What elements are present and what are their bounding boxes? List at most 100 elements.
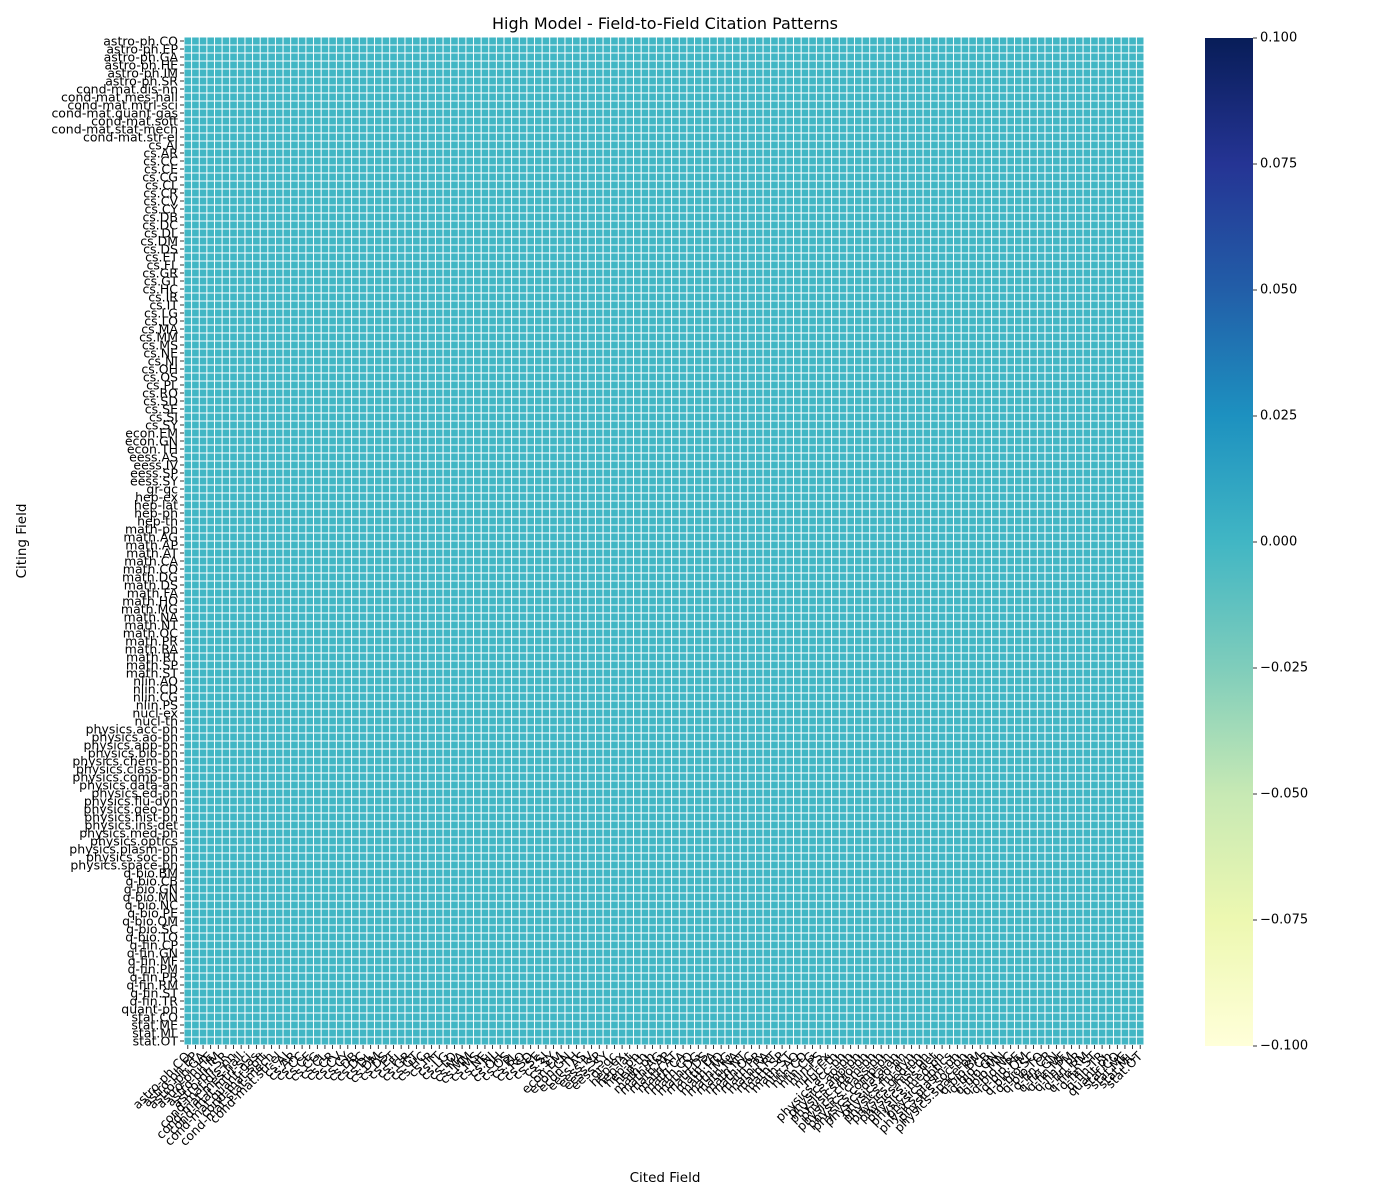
colorbar-tick-label: 0.100 [1260,31,1297,46]
column-labels: astro-ph.COastro-ph.EPastro-ph.GAastro-p… [129,1045,1146,1149]
row-label: quant-ph [121,1002,178,1017]
row-label: econ.TH [127,442,178,457]
row-label: cs.DC [142,218,178,233]
row-label: nucl-ex [132,706,178,721]
row-label: q-fin.MF [128,954,178,969]
row-label: cs.NI [148,354,178,369]
row-label: cs.CL [145,178,178,193]
row-label: math.AT [126,546,178,561]
row-label: math.OC [123,626,178,641]
row-label: econ.EM [125,426,178,441]
row-label: nlin.PS [136,698,178,713]
row-label: cs.CG [142,170,178,185]
row-label: cond-mat.dis-nn [76,82,178,97]
row-labels: astro-ph.COastro-ph.EPastro-ph.GAastro-p… [51,34,184,1049]
row-label: astro-ph.IM [107,66,178,81]
row-label: physics.app-ph [84,738,179,753]
heatmap-cells [184,37,1144,1045]
row-label: q-bio.NC [125,898,179,913]
row-label: physics.ed-ph [91,786,178,801]
row-label: nlin.AO [133,674,178,689]
row-label: q-fin.CP [130,938,179,953]
row-label: math.CO [123,562,178,577]
row-label: cs.OS [143,370,178,385]
colorbar-tick-label: 0.000 [1260,535,1297,550]
row-label: nucl-th [134,714,178,729]
row-label: hep-th [137,514,178,529]
row-label: cs.DM [140,234,178,249]
row-label: cs.GR [142,266,178,281]
row-label: math.RA [125,642,179,657]
row-label: physics.bio-ph [88,746,178,761]
heatmap-grid [184,37,1144,1045]
row-label: astro-ph.GA [104,50,179,65]
row-label: eess.IV [133,458,178,473]
row-label: cs.LO [144,314,178,329]
colorbar: 0.100 0.075 0.050 0.025 0.000 −0.025 −0.050 −0.… [1205,31,1308,1054]
row-label: stat.ML [132,1026,178,1041]
row-label: cs.SY [145,418,178,433]
row-label: math.DS [124,578,178,593]
colorbar-gradient [1205,38,1253,1046]
row-label: stat.OT [133,1034,179,1049]
row-label: cs.ET [145,250,178,265]
row-label: physics.comp-ph [72,770,178,785]
y-axis-label: Citing Field [14,504,30,579]
row-label: cs.SE [145,402,178,417]
row-label: cs.FL [146,258,178,273]
row-label: eess.AS [129,450,178,465]
row-label: q-bio.PE [127,906,178,921]
row-label: math.ST [126,666,179,681]
row-label: cs.LG [144,306,178,321]
row-label: econ.GN [125,434,178,449]
row-label: cs.DS [143,242,178,257]
row-label: physics.ao-ph [91,730,178,745]
row-label: cs.CY [144,202,178,217]
row-label: cs.MM [139,330,178,345]
row-label: stat.ME [131,1018,178,1033]
row-label: hep-ph [134,506,178,521]
row-label: cs.IT [149,298,178,313]
row-label: q-bio.QM [122,914,178,929]
row-label: math.MG [121,602,178,617]
row-label: q-bio.TO [125,930,178,945]
row-label: cs.NE [143,346,178,361]
row-label: q-fin.RM [126,978,178,993]
row-label: hep-ex [135,490,178,505]
row-label: physics.soc-ph [86,850,178,865]
row-label: math.NT [124,618,178,633]
row-label: cs.SI [149,410,178,425]
row-label: cs.AR [143,146,178,161]
row-label: math.DG [122,570,178,585]
row-label: physics.space-ph [70,858,178,873]
row-label: cond-mat.quant-gas [51,106,178,121]
row-label: physics.data-an [79,778,178,793]
row-label: math.AP [125,538,178,553]
row-label: q-fin.GN [127,946,178,961]
row-label: physics.chem-ph [72,754,178,769]
row-label: nlin.CG [133,690,178,705]
row-label: cs.MA [141,322,178,337]
row-label: cs.AI [148,138,178,153]
row-label: cs.DB [142,210,178,225]
row-label: math.RT [126,650,178,665]
row-label: physics.hist-ph [84,810,178,825]
row-label: q-bio.SC [126,922,178,937]
row-label: eess.SY [130,474,178,489]
row-label: math.NA [123,610,178,625]
row-label: physics.ins-det [84,818,178,833]
colorbar-tick-label: 0.025 [1260,409,1297,424]
row-label: q-bio.BM [123,866,178,881]
row-label: nlin.CD [133,682,178,697]
row-label: physics.acc-ph [86,722,178,737]
row-label: cs.CR [143,186,178,201]
row-label: cond-mat.mes-hall [61,90,178,105]
x-axis-label: Cited Field [630,1170,701,1186]
row-label: cs.IR [148,290,178,305]
row-label: astro-ph.CO [103,34,178,49]
row-label: q-fin.PM [127,962,178,977]
row-label: cond-mat.stat-mech [51,122,178,137]
row-label: math.PR [125,634,178,649]
row-label: cs.MS [142,338,178,353]
